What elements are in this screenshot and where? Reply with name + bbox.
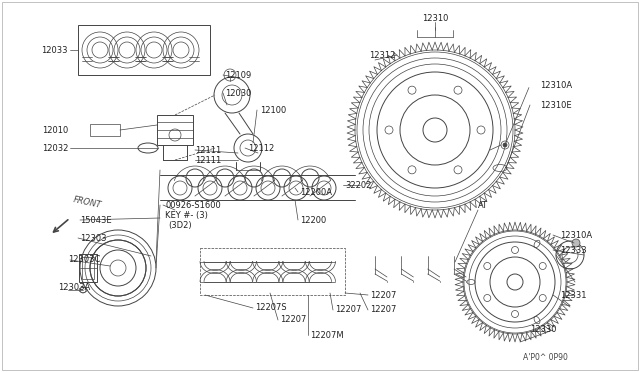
- Text: 12207M: 12207M: [310, 330, 344, 340]
- Text: KEY #- (3): KEY #- (3): [165, 211, 208, 219]
- Text: FRONT: FRONT: [72, 195, 102, 210]
- Bar: [157, 115, 193, 145]
- Text: 12030: 12030: [225, 89, 252, 97]
- Text: A'P0^ 0P90: A'P0^ 0P90: [523, 353, 568, 362]
- Text: 00926-S1600: 00926-S1600: [165, 201, 221, 209]
- Text: 12207S: 12207S: [255, 304, 287, 312]
- Text: 12032: 12032: [42, 144, 68, 153]
- Text: 12303A: 12303A: [58, 283, 90, 292]
- Text: 12112: 12112: [248, 144, 275, 153]
- Text: 12331: 12331: [560, 291, 586, 299]
- Text: 12200A: 12200A: [300, 187, 332, 196]
- Text: 12033: 12033: [42, 45, 68, 55]
- Text: 12310A: 12310A: [560, 231, 592, 240]
- Text: 12330: 12330: [530, 326, 557, 334]
- Text: 12111: 12111: [195, 145, 221, 154]
- Text: 12111: 12111: [195, 155, 221, 164]
- Text: 12207: 12207: [335, 305, 362, 314]
- Text: 15043E: 15043E: [80, 215, 111, 224]
- Text: 12303: 12303: [80, 234, 106, 243]
- Circle shape: [503, 143, 507, 147]
- Text: 12333: 12333: [560, 246, 587, 254]
- Text: 12303C: 12303C: [68, 256, 100, 264]
- Text: 12207: 12207: [370, 291, 396, 299]
- Text: 12310E: 12310E: [540, 100, 572, 109]
- Text: 12310: 12310: [422, 13, 448, 22]
- Text: 12310A: 12310A: [540, 80, 572, 90]
- Text: 12207: 12207: [280, 315, 307, 324]
- Bar: [90, 124, 120, 136]
- Circle shape: [572, 239, 580, 247]
- Text: 12207: 12207: [370, 305, 396, 314]
- Text: 12100: 12100: [260, 106, 286, 115]
- Bar: [200, 248, 345, 295]
- Text: (3D2): (3D2): [168, 221, 191, 230]
- Text: 12312: 12312: [369, 51, 395, 60]
- Bar: [78, 25, 210, 75]
- Bar: [79, 254, 97, 282]
- Text: 12109: 12109: [225, 71, 252, 80]
- Bar: [82, 257, 94, 279]
- Text: 12200: 12200: [300, 215, 326, 224]
- Text: AT: AT: [478, 201, 488, 209]
- Text: 12010: 12010: [42, 125, 68, 135]
- Text: 32202: 32202: [345, 180, 371, 189]
